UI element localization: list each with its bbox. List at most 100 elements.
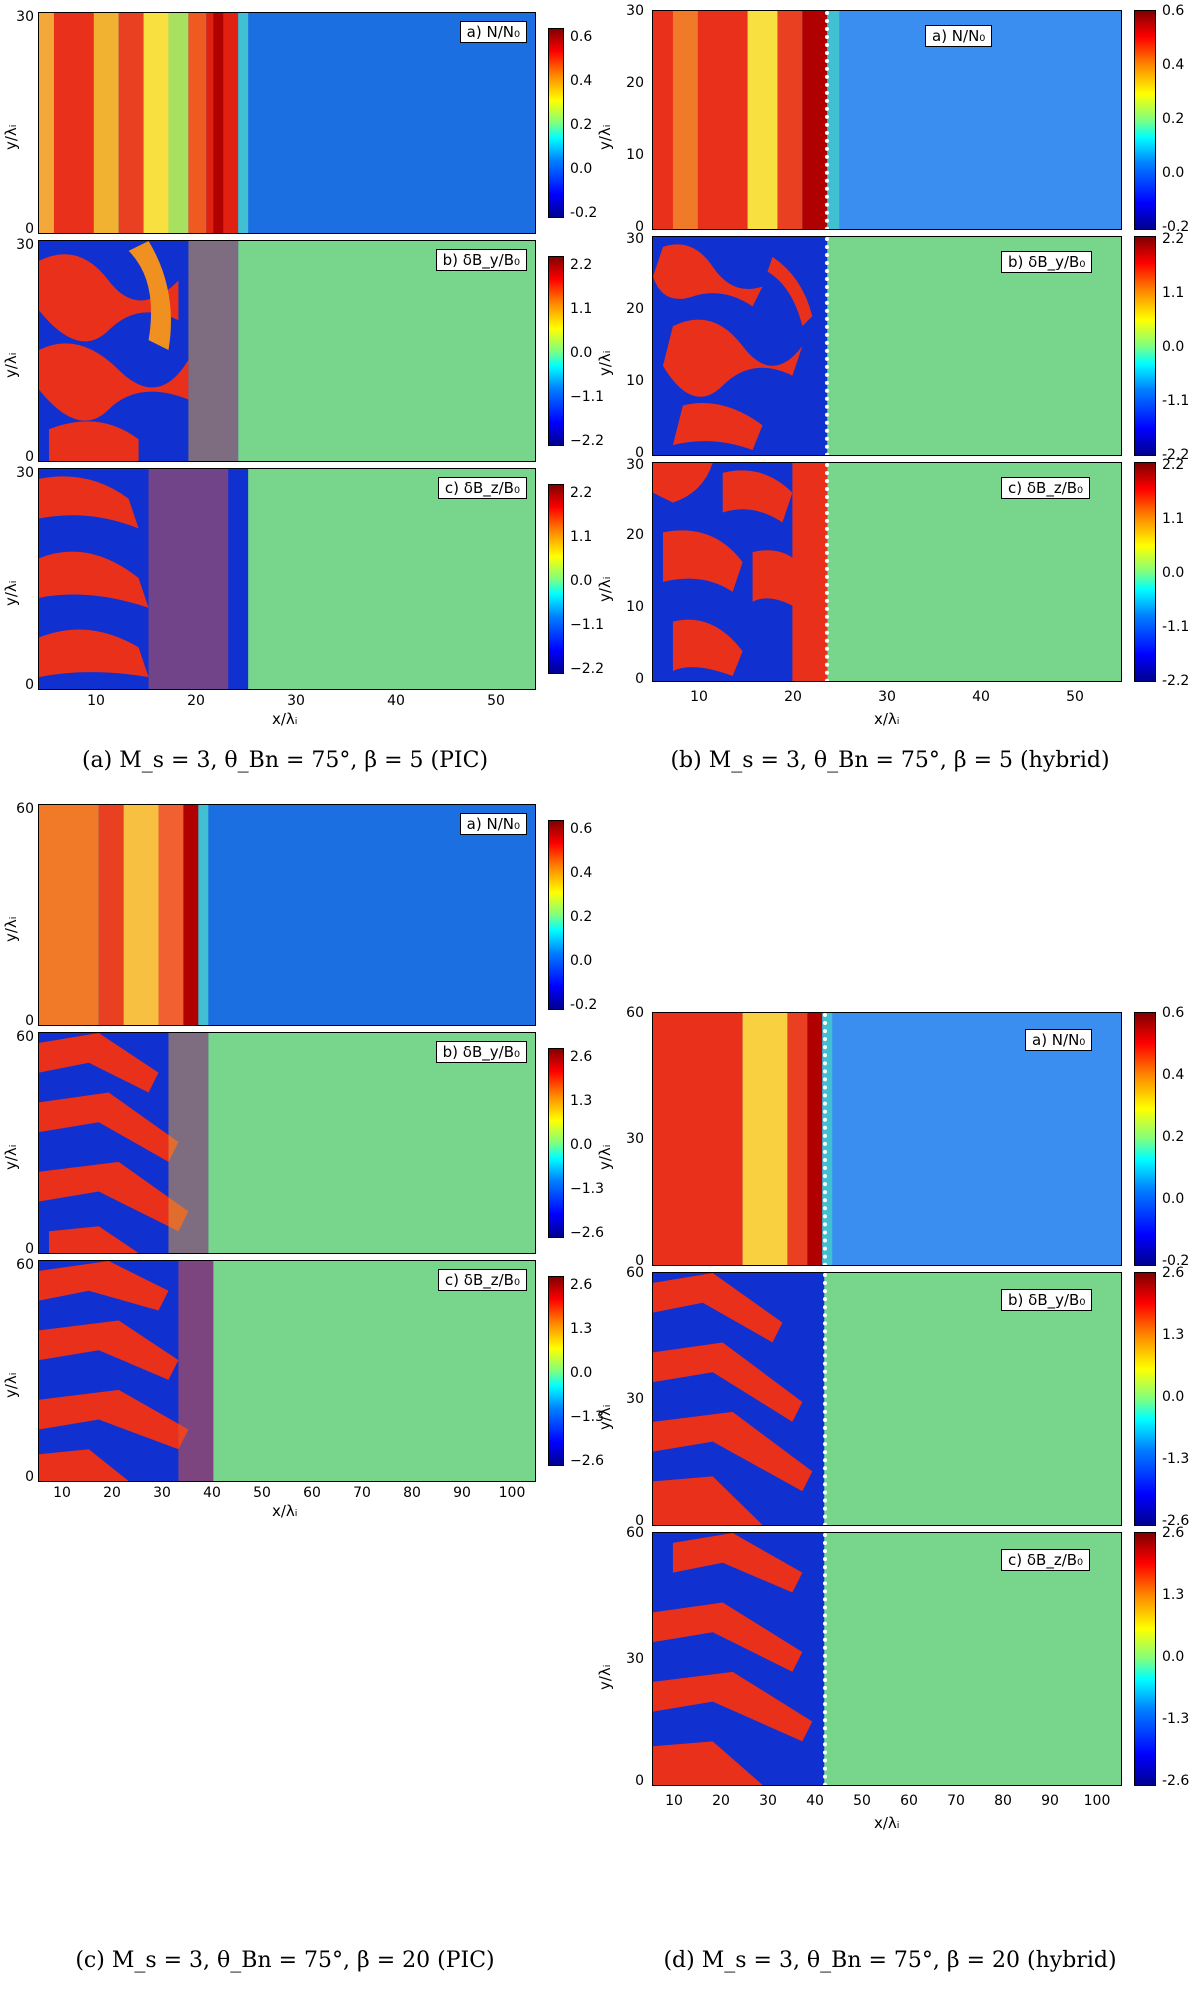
colorbar-tick: −1.1 bbox=[570, 617, 604, 633]
x-tick: 10 bbox=[53, 1485, 71, 1501]
colorbar-tick: 1.1 bbox=[570, 529, 593, 545]
shock-marker bbox=[825, 11, 829, 229]
y-tick: 30 bbox=[16, 237, 34, 253]
panel-label: b) δB_y/B₀ bbox=[435, 249, 527, 271]
x-tick: 70 bbox=[947, 1793, 965, 1809]
panel-label: c) δB_z/B₀ bbox=[437, 477, 527, 499]
pic20-density-panel: a) N/N₀ bbox=[38, 804, 536, 1026]
panel-label: b) δB_y/B₀ bbox=[435, 1041, 527, 1063]
hyb20-bz-panel: c) δB_z/B₀ bbox=[652, 1532, 1122, 1786]
y-axis-label: y/λᵢ bbox=[2, 916, 20, 943]
x-tick: 30 bbox=[759, 1793, 777, 1809]
colorbar-tick: 2.6 bbox=[570, 1049, 593, 1065]
x-tick: 10 bbox=[665, 1793, 683, 1809]
y-axis-label: y/λᵢ bbox=[2, 1144, 20, 1171]
y-tick: 60 bbox=[16, 1257, 34, 1273]
colorbar-tick: 0.6 bbox=[1162, 3, 1185, 19]
panel-label: b) δB_y/B₀ bbox=[1001, 251, 1093, 273]
colorbar-tick: 0.0 bbox=[570, 1137, 593, 1153]
colorbar bbox=[548, 256, 564, 446]
colorbar-tick: 0.4 bbox=[1162, 57, 1185, 73]
colorbar-tick: −2.2 bbox=[570, 433, 604, 449]
y-tick: 0 bbox=[25, 1241, 34, 1257]
colorbar-tick: 0.6 bbox=[570, 821, 593, 837]
colorbar-tick: 0.0 bbox=[570, 573, 593, 589]
colorbar-tick: 1.3 bbox=[1162, 1327, 1185, 1343]
colorbar bbox=[548, 484, 564, 674]
panel-label: c) δB_z/B₀ bbox=[1001, 477, 1091, 499]
colorbar-tick: 2.2 bbox=[570, 257, 593, 273]
y-tick: 0 bbox=[25, 1013, 34, 1029]
hyb5-density-panel: a) N/N₀ bbox=[652, 10, 1122, 230]
hyb5-bz-panel: c) δB_z/B₀ bbox=[652, 462, 1122, 682]
colorbar-tick: −2.6 bbox=[570, 1453, 604, 1469]
y-tick: 0 bbox=[25, 449, 34, 465]
colorbar-tick: 1.3 bbox=[1162, 1587, 1185, 1603]
colorbar-tick: -1.1 bbox=[1162, 619, 1190, 635]
y-tick: 10 bbox=[626, 599, 644, 615]
x-tick: 20 bbox=[103, 1485, 121, 1501]
y-tick: 30 bbox=[626, 3, 644, 19]
colorbar-tick: −2.6 bbox=[570, 1225, 604, 1241]
colorbar-tick: 1.1 bbox=[1162, 511, 1185, 527]
shock-marker bbox=[825, 463, 829, 681]
colorbar-tick: -1.3 bbox=[1162, 1451, 1190, 1467]
colorbar-tick: 0.4 bbox=[1162, 1067, 1185, 1083]
y-axis-label: y/λᵢ bbox=[2, 124, 20, 151]
colorbar-tick: 1.3 bbox=[570, 1321, 593, 1337]
x-tick: 70 bbox=[353, 1485, 371, 1501]
colorbar-tick: 0.2 bbox=[1162, 1129, 1185, 1145]
colorbar-tick: −1.3 bbox=[570, 1409, 604, 1425]
colorbar bbox=[548, 820, 564, 1010]
colorbar-tick: 0.0 bbox=[570, 161, 593, 177]
y-tick: 0 bbox=[635, 1253, 644, 1269]
y-tick: 30 bbox=[16, 465, 34, 481]
figure-caption: (b) M_s = 3, θ_Bn = 75°, β = 5 (hybrid) bbox=[670, 748, 1110, 773]
colorbar-tick: 2.6 bbox=[1162, 1525, 1185, 1541]
colorbar-tick: 0.2 bbox=[570, 909, 593, 925]
colorbar-tick: 0.0 bbox=[570, 1365, 593, 1381]
colorbar-tick: 0.0 bbox=[1162, 339, 1185, 355]
colorbar-tick: 2.6 bbox=[1162, 1265, 1185, 1281]
figure-caption: (a) M_s = 3, θ_Bn = 75°, β = 5 (PIC) bbox=[81, 748, 489, 773]
figure-caption: (c) M_s = 3, θ_Bn = 75°, β = 20 (PIC) bbox=[75, 1948, 495, 1973]
colorbar bbox=[548, 28, 564, 218]
colorbar-tick: −1.3 bbox=[570, 1181, 604, 1197]
y-tick: 0 bbox=[635, 445, 644, 461]
pic20-bz-panel: c) δB_z/B₀ bbox=[38, 1260, 536, 1482]
colorbar bbox=[548, 1048, 564, 1238]
y-tick: 0 bbox=[635, 1773, 644, 1789]
y-tick: 10 bbox=[626, 147, 644, 163]
y-tick: 30 bbox=[626, 1651, 644, 1667]
colorbar-tick: 0.4 bbox=[570, 865, 593, 881]
colorbar-tick: 0.0 bbox=[570, 345, 593, 361]
y-tick: 0 bbox=[25, 677, 34, 693]
hyb20-by-panel: b) δB_y/B₀ bbox=[652, 1272, 1122, 1526]
colorbar bbox=[1134, 10, 1156, 230]
x-tick: 20 bbox=[187, 693, 205, 709]
y-tick: 0 bbox=[25, 1469, 34, 1485]
x-tick: 10 bbox=[87, 693, 105, 709]
figure-caption: (d) M_s = 3, θ_Bn = 75°, β = 20 (hybrid) bbox=[663, 1948, 1117, 1973]
hyb20-density-panel: a) N/N₀ bbox=[652, 1012, 1122, 1266]
x-tick: 30 bbox=[153, 1485, 171, 1501]
pic5-bz-panel: c) δB_z/B₀ bbox=[38, 468, 536, 690]
y-tick: 60 bbox=[626, 1265, 644, 1281]
colorbar-tick: 2.2 bbox=[1162, 231, 1185, 247]
y-tick: 60 bbox=[16, 1029, 34, 1045]
x-axis-label: x/λᵢ bbox=[272, 1502, 298, 1520]
y-tick: 60 bbox=[626, 1005, 644, 1021]
colorbar bbox=[548, 1276, 564, 1466]
x-tick: 80 bbox=[403, 1485, 421, 1501]
x-tick: 80 bbox=[994, 1793, 1012, 1809]
y-tick: 0 bbox=[635, 219, 644, 235]
colorbar-tick: 2.2 bbox=[1162, 457, 1185, 473]
colorbar-tick: -2.6 bbox=[1162, 1513, 1190, 1529]
y-tick: 30 bbox=[626, 457, 644, 473]
x-tick: 40 bbox=[387, 693, 405, 709]
colorbar-tick: 0.0 bbox=[1162, 1649, 1185, 1665]
colorbar-tick: 0.2 bbox=[570, 117, 593, 133]
panel-label: a) N/N₀ bbox=[459, 813, 527, 835]
shock-marker bbox=[823, 1273, 827, 1525]
y-tick: 60 bbox=[626, 1525, 644, 1541]
